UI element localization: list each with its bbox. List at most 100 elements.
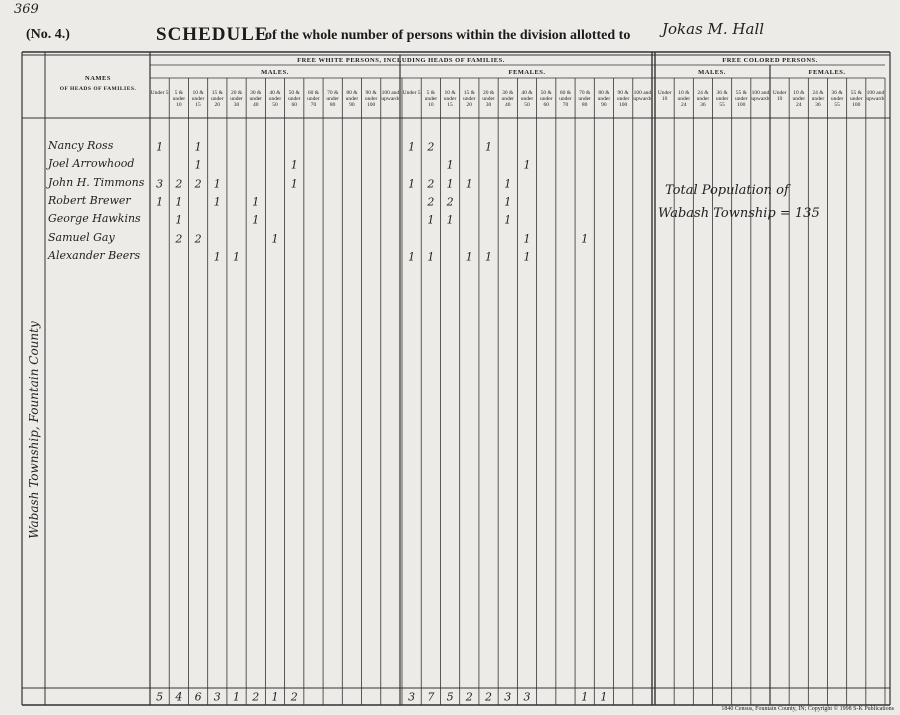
side-note: Wabash Township, Fountain County: [27, 321, 41, 539]
age-header: 10 & under 24: [677, 90, 691, 108]
age-header: 5 & under 10: [424, 90, 438, 108]
tally: 1: [523, 250, 531, 264]
schedule-subtitle: of the whole number of persons within th…: [265, 28, 631, 43]
tally: 1: [523, 158, 531, 172]
age-header: 100 and upwards.: [751, 90, 770, 102]
age-header: 100 and upwards.: [866, 90, 885, 102]
age-header: 100 and upwards.: [381, 90, 400, 102]
age-header: 24 & under 36: [811, 90, 825, 108]
tally: 3: [156, 177, 164, 191]
column-total: 3: [504, 690, 512, 704]
tally: 1: [446, 158, 454, 172]
age-header: Under 5: [150, 90, 169, 96]
head-of-family: Robert Brewer: [48, 193, 131, 207]
age-header: 20 & under 30: [230, 90, 243, 108]
age-header: 50 & under 60: [539, 90, 553, 108]
tally: 1: [465, 177, 473, 191]
tally: 1: [156, 140, 164, 154]
tally: 1: [175, 213, 183, 227]
colored-males-header: MALES.: [698, 69, 726, 76]
tally: 1: [252, 213, 260, 227]
age-header: 55 & under 100: [850, 90, 863, 108]
tally: 1: [175, 195, 183, 209]
footer: 1840 Census, Fountain County, IN; Copyri…: [721, 706, 894, 712]
column-total: 5: [156, 690, 164, 704]
age-header: 24 & under 36: [696, 90, 710, 108]
column-total: 1: [581, 690, 589, 704]
names-header: OF HEADS OF FAMILIES.: [59, 86, 137, 92]
annotation-line: Total Population of: [665, 183, 789, 198]
head-of-family: Joel Arrowhood: [48, 157, 135, 171]
age-header: 15 & under 20: [463, 90, 476, 108]
column-total: 5: [446, 690, 454, 704]
tally: 2: [446, 195, 454, 209]
column-total: 4: [175, 690, 183, 704]
tally: 1: [446, 213, 454, 227]
age-header: 36 & under 55: [830, 90, 844, 108]
age-header: 30 & under 40: [249, 90, 263, 108]
tally: 1: [290, 177, 298, 191]
age-header: Under 10: [772, 90, 787, 102]
head-of-family: Samuel Gay: [48, 230, 115, 244]
page-number: 369: [14, 2, 39, 17]
tally: 1: [194, 140, 202, 154]
tally: 1: [290, 158, 298, 172]
tally: 2: [194, 177, 202, 191]
tally: 1: [523, 232, 531, 245]
age-header: 50 & under 60: [287, 90, 301, 108]
tally: 1: [504, 195, 512, 209]
tally: 1: [485, 250, 493, 264]
age-header: 80 & under 90: [345, 90, 359, 108]
tally: 1: [504, 177, 512, 191]
tally: 1: [446, 177, 454, 191]
column-total: 1: [271, 690, 279, 704]
assistant-name: Jokas M. Hall: [662, 20, 765, 38]
column-total: 3: [523, 690, 531, 704]
tally: 1: [408, 177, 416, 191]
tally: 1: [485, 140, 493, 154]
annotation-line: Wabash Township = 135: [658, 206, 820, 221]
tally: 1: [213, 195, 221, 209]
tally: 2: [427, 195, 435, 209]
age-header: 20 & under 30: [482, 90, 495, 108]
tally: 1: [427, 250, 435, 264]
white-males-header: MALES.: [261, 69, 289, 76]
head-of-family: John H. Timmons: [48, 175, 145, 189]
column-total: 3: [213, 690, 221, 704]
age-header: 30 & under 40: [501, 90, 515, 108]
age-header: 55 & under 100: [735, 90, 748, 108]
column-total: 1: [600, 690, 608, 704]
tally: 1: [408, 140, 416, 154]
tally: 1: [194, 158, 202, 172]
free-white-header: FREE WHITE PERSONS, INCLUDING HEADS OF F…: [297, 57, 505, 64]
tally: 1: [504, 213, 512, 227]
age-header: 70 & under 80: [578, 90, 591, 108]
column-total: 6: [194, 690, 202, 704]
head-of-family: Nancy Ross: [48, 139, 114, 152]
tally: 1: [233, 250, 241, 264]
head-of-family: George Hawkins: [48, 212, 141, 226]
tally: 1: [465, 250, 473, 264]
column-total: 2: [485, 690, 493, 704]
tally: 2: [175, 177, 183, 191]
head-of-family: Alexander Beers: [48, 248, 141, 262]
free-colored-header: FREE COLORED PERSONS.: [722, 57, 818, 64]
age-header: 90 & under 100: [364, 90, 378, 108]
tally: 1: [427, 213, 435, 227]
age-header: 10 & under 15: [443, 90, 457, 108]
age-header: 70 & under 80: [326, 90, 339, 108]
white-females-header: FEMALES.: [508, 69, 546, 76]
schedule-title: SCHEDULE: [156, 24, 269, 45]
column-total: 2: [465, 690, 473, 704]
tally: 1: [213, 177, 221, 191]
column-total: 2: [290, 690, 298, 704]
schedule-number: (No. 4.): [26, 27, 70, 42]
tally: 2: [194, 232, 202, 245]
column-total: 7: [427, 690, 435, 704]
age-header: Under 5: [402, 90, 421, 96]
age-header: 10 & under 24: [792, 90, 806, 108]
age-header: 60 & under 70: [307, 90, 320, 108]
age-header: 40 & under 50: [268, 90, 282, 108]
